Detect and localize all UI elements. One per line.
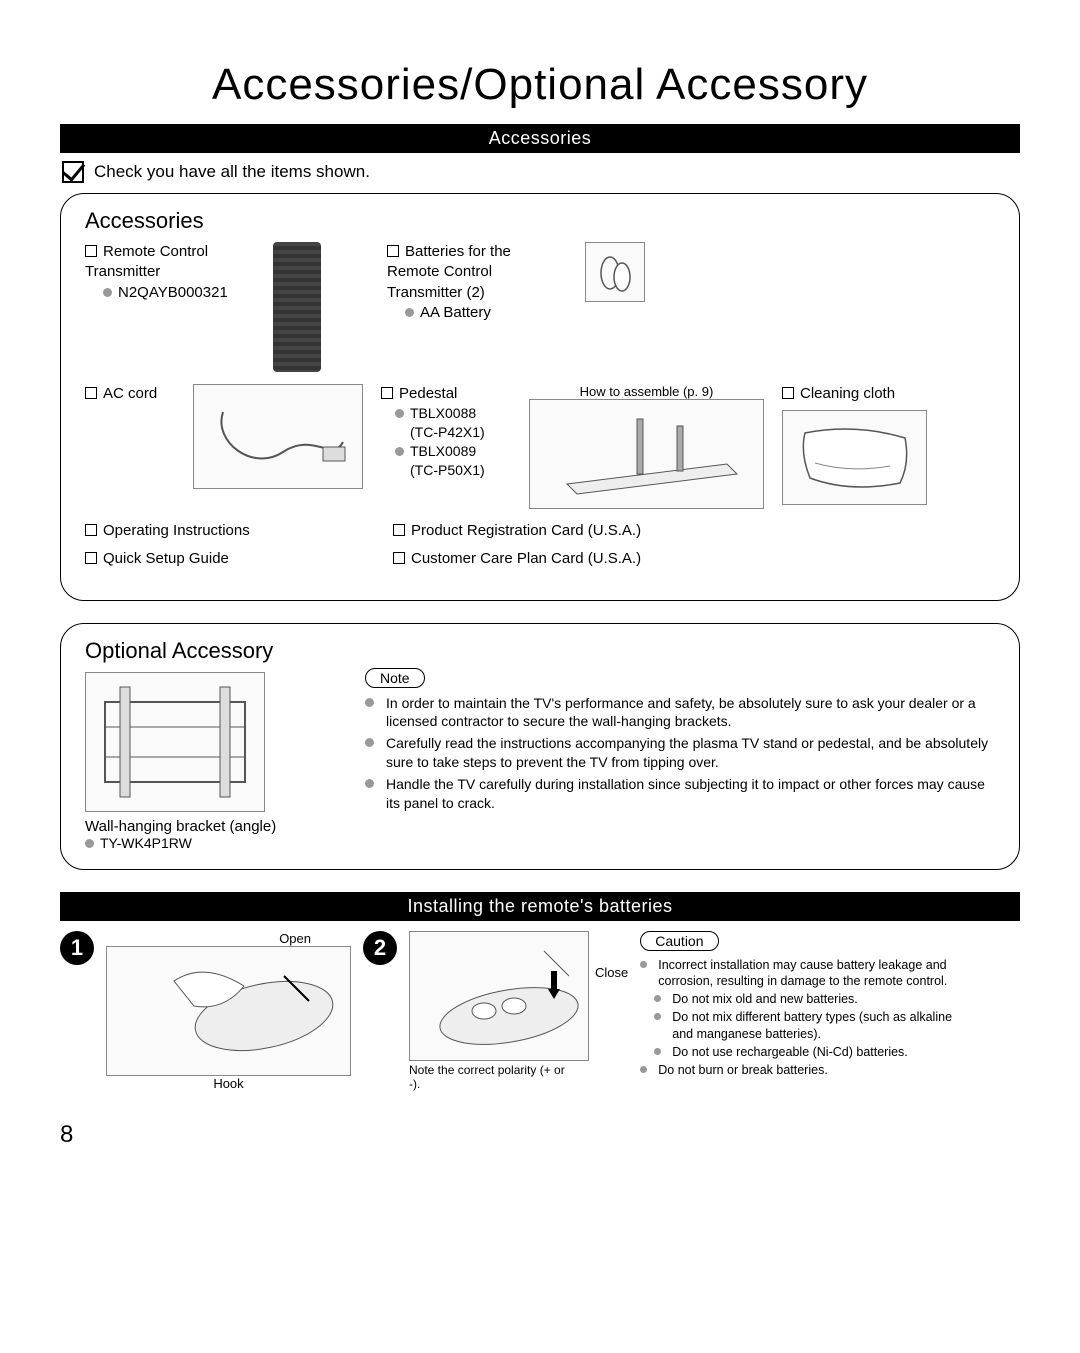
caution-3: Do not mix different battery types (such… [672,1009,970,1042]
optional-panel: Optional Accessory Wall-hanging bracket … [60,623,1020,870]
step-1-image [106,946,351,1076]
caution-4: Do not use rechargeable (Ni-Cd) batterie… [672,1044,908,1060]
caution-1: Incorrect installation may cause battery… [658,957,970,990]
checkbox-icon [387,245,399,257]
checkbox-icon [381,387,393,399]
care-card: Customer Care Plan Card (U.S.A.) [393,549,641,569]
op-instructions: Operating Instructions [85,521,375,541]
note-3: Handle the TV carefully during installat… [386,775,995,813]
bullet-icon [103,288,112,297]
batteries-label: Batteries for the Remote Control Transmi… [387,242,567,303]
caution-list: Incorrect installation may cause battery… [640,957,970,1079]
caution-5: Do not burn or break batteries. [658,1062,828,1078]
bullet-icon [654,1048,661,1055]
bullet-icon [395,409,404,418]
check-icon [62,161,84,183]
pedestal-label: Pedestal [381,384,511,404]
note-1: In order to maintain the TV's performanc… [386,694,995,732]
page-title: Accessories/Optional Accessory [60,60,1020,110]
checkbox-icon [85,524,97,536]
bullet-icon [85,839,94,848]
wall-bracket-label: Wall-hanging bracket (angle) [85,818,335,835]
wall-bracket-part: TY-WK4P1RW [85,835,335,851]
remote-label: Remote Control Transmitter [85,242,255,283]
batteries-image [585,242,645,302]
install-bar: Installing the remote's batteries [60,892,1020,921]
check-row: Check you have all the items shown. [60,153,1020,193]
step-2-image [409,931,589,1061]
checkbox-icon [393,524,405,536]
accessories-panel: Accessories Remote Control Transmitter N… [60,193,1020,601]
open-label: Open [106,931,351,946]
checkbox-icon [393,552,405,564]
pedestal-p1m: (TC-P42X1) [395,423,511,442]
polarity-note: Note the correct polarity (+ or -). [409,1063,579,1091]
bullet-icon [640,1066,647,1073]
pedestal-p2m: (TC-P50X1) [395,461,511,480]
reg-card: Product Registration Card (U.S.A.) [393,521,641,541]
checkbox-icon [85,245,97,257]
batteries-sub: AA Battery [387,303,567,323]
bullet-icon [654,995,661,1002]
note-pill: Note [365,668,425,688]
bullet-icon [654,1013,661,1020]
bullet-icon [640,961,647,968]
remote-image [273,242,321,372]
accessories-bar: Accessories [60,124,1020,153]
accessories-panel-title: Accessories [85,208,995,234]
cloth-image [782,410,927,505]
hook-label: Hook [106,1076,351,1091]
step-1-badge: 1 [60,931,94,965]
assemble-ref: How to assemble (p. 9) [580,384,714,399]
checkbox-icon [782,387,794,399]
caution-pill: Caution [640,931,718,951]
checkbox-icon [85,552,97,564]
pedestal-p2: TBLX0089 [395,442,511,461]
pedestal-p1: TBLX0088 [395,404,511,423]
checkbox-icon [85,387,97,399]
remote-part: N2QAYB000321 [85,283,255,303]
optional-title: Optional Accessory [85,638,335,664]
bullet-icon [395,447,404,456]
wall-bracket-image [85,672,265,812]
note-list: In order to maintain the TV's performanc… [365,694,995,813]
bullet-icon [365,698,374,707]
note-2: Carefully read the instructions accompan… [386,734,995,772]
ac-cord-image [193,384,363,489]
bullet-icon [365,738,374,747]
caution-2: Do not mix old and new batteries. [672,991,858,1007]
cloth-label: Cleaning cloth [782,384,922,404]
step-2-badge: 2 [363,931,397,965]
check-text: Check you have all the items shown. [94,162,370,182]
close-label: Close [595,931,628,980]
page-number: 8 [60,1121,1020,1149]
bullet-icon [405,308,414,317]
ac-cord-label: AC cord [85,384,175,404]
bullet-icon [365,779,374,788]
pedestal-image [529,399,764,509]
quick-setup: Quick Setup Guide [85,549,375,569]
